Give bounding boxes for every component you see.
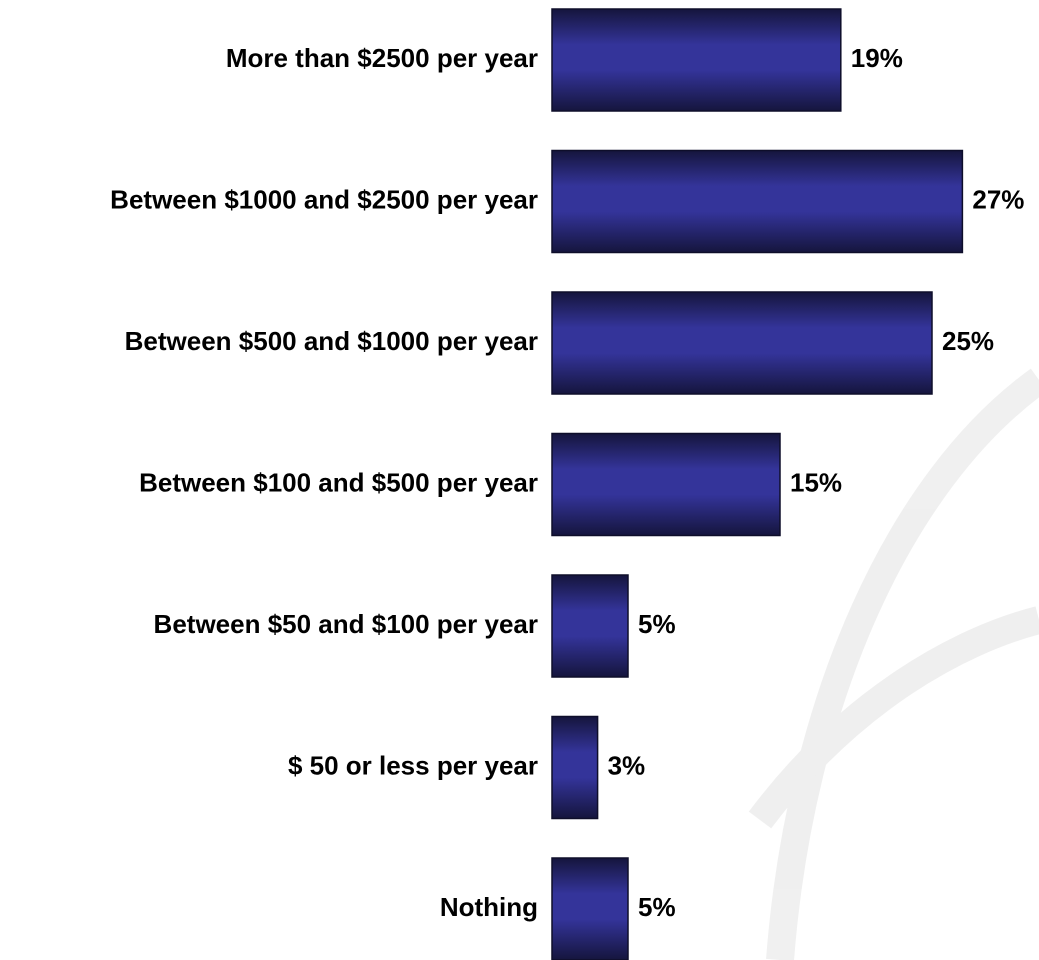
bar (551, 574, 629, 678)
bar (551, 715, 599, 820)
category-label: Nothing (440, 892, 538, 922)
value-label: 19% (851, 43, 903, 73)
bar (551, 291, 933, 395)
bar (551, 857, 629, 960)
value-label: 5% (638, 892, 676, 922)
bar (551, 8, 842, 112)
category-label: $ 50 or less per year (288, 750, 538, 780)
value-label: 3% (608, 750, 646, 780)
background-decoration (748, 368, 1039, 960)
category-label: More than $2500 per year (226, 43, 538, 73)
category-label: Between $1000 and $2500 per year (110, 184, 538, 214)
category-label: Between $500 and $1000 per year (125, 326, 538, 356)
category-label: Between $100 and $500 per year (139, 467, 538, 497)
value-label: 15% (790, 467, 842, 497)
bar (551, 432, 781, 537)
bar (551, 149, 964, 254)
value-label: 25% (942, 326, 994, 356)
value-label: 27% (972, 184, 1024, 214)
category-label: Between $50 and $100 per year (154, 609, 538, 639)
value-label: 5% (638, 609, 676, 639)
